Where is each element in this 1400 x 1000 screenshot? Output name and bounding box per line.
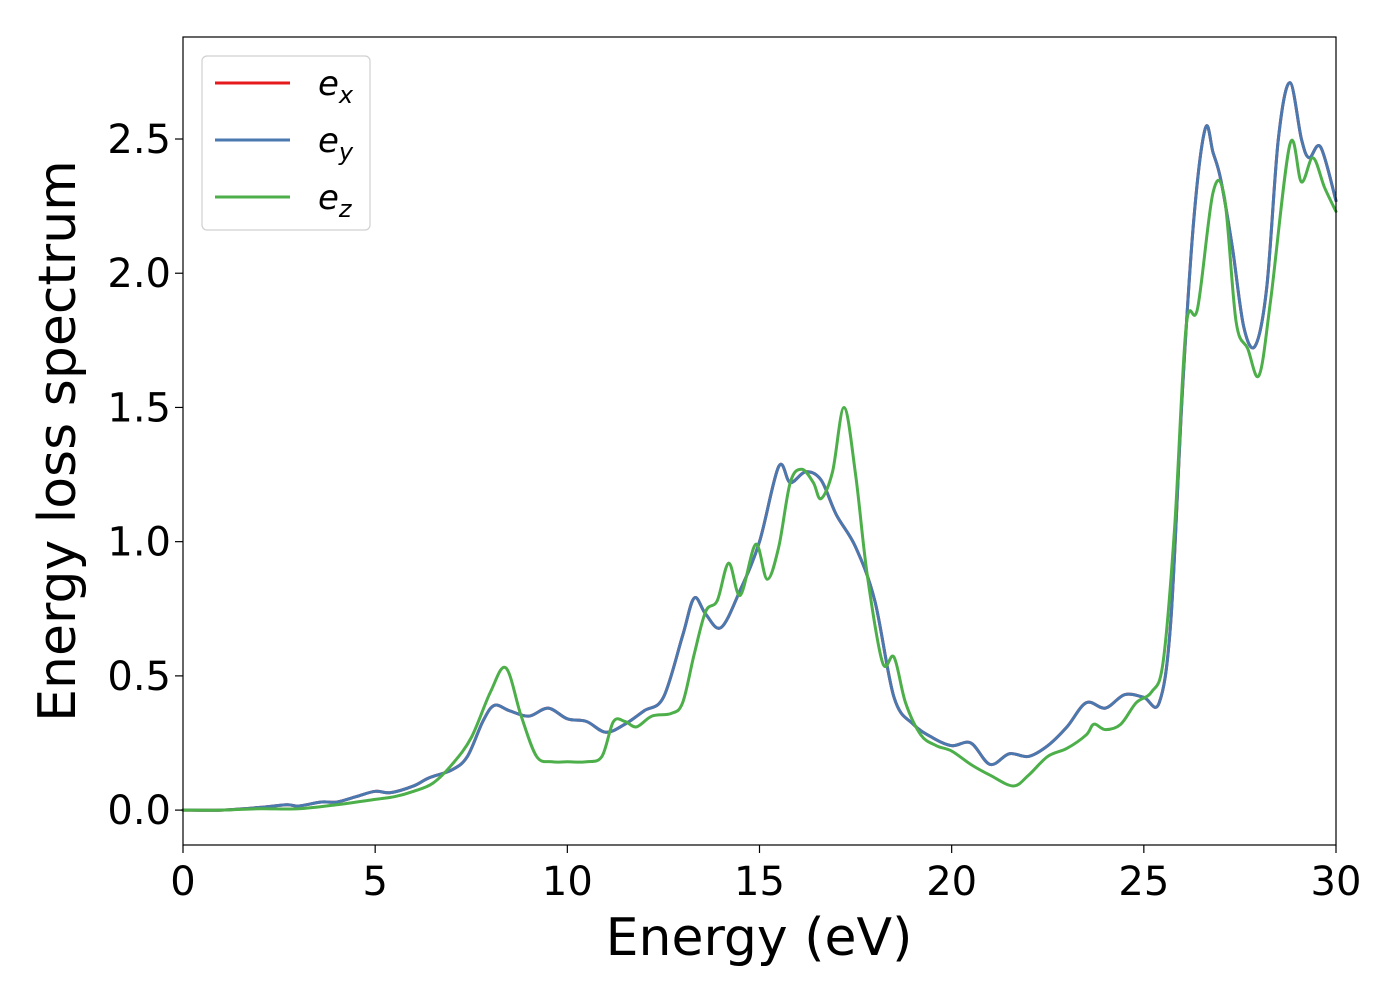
x-tick-label: 10 bbox=[542, 859, 593, 905]
plot-area bbox=[183, 37, 1336, 845]
y-tick-label: 2.5 bbox=[107, 117, 171, 163]
y-tick-label: 1.0 bbox=[107, 520, 171, 566]
y-axis-title: Energy loss spectrum bbox=[28, 160, 88, 722]
x-axis-title: Energy (eV) bbox=[606, 908, 913, 968]
x-tick-label: 15 bbox=[734, 859, 785, 905]
x-tick-label: 0 bbox=[170, 859, 195, 905]
y-tick-label: 1.5 bbox=[107, 385, 171, 431]
x-tick-label: 5 bbox=[362, 859, 387, 905]
legend-box bbox=[201, 55, 371, 231]
x-axis: 0 5 10 15 20 25 30 bbox=[170, 845, 1361, 905]
y-axis: 0.0 0.5 1.0 1.5 2.0 2.5 bbox=[107, 117, 183, 834]
x-tick-label: 30 bbox=[1311, 859, 1362, 905]
series-layer bbox=[181, 81, 1338, 812]
series-line-e-z bbox=[181, 138, 1338, 812]
y-tick-label: 0.0 bbox=[107, 788, 171, 834]
series-line-e-y bbox=[181, 81, 1338, 812]
y-tick-label: 2.0 bbox=[107, 251, 171, 297]
x-tick-label: 20 bbox=[926, 859, 977, 905]
y-tick-label: 0.5 bbox=[107, 654, 171, 700]
x-tick-label: 25 bbox=[1118, 859, 1169, 905]
